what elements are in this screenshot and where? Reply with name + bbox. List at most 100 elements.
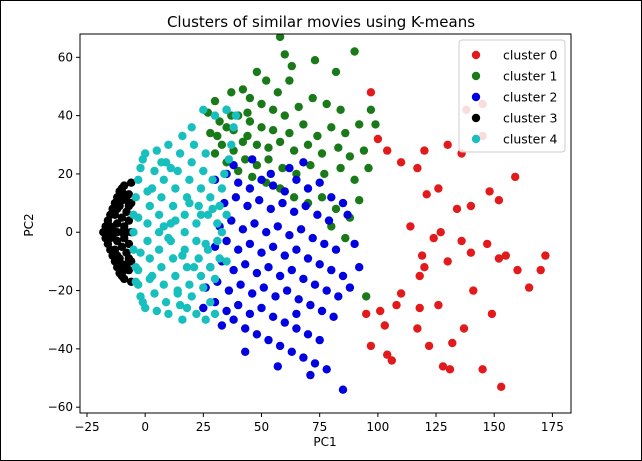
y-tick-label: 40: [58, 109, 73, 123]
data-point: [127, 198, 136, 208]
data-point: [415, 303, 424, 313]
data-point: [257, 99, 266, 109]
data-point: [420, 146, 429, 155]
data-point: [317, 193, 327, 202]
data-point: [331, 245, 341, 254]
data-point: [120, 181, 129, 190]
data-point: [289, 207, 299, 216]
legend-label: cluster 4: [503, 132, 557, 147]
data-point: [313, 210, 322, 219]
data-point: [334, 143, 343, 152]
data-point: [511, 172, 520, 182]
data-point: [317, 306, 327, 316]
data-point: [215, 117, 224, 126]
data-point: [264, 155, 273, 164]
data-point: [303, 330, 313, 339]
data-point: [141, 303, 150, 313]
data-point: [245, 309, 255, 319]
data-point: [287, 347, 296, 356]
data-point: [187, 158, 196, 167]
data-point: [243, 108, 252, 117]
data-point: [434, 300, 443, 310]
x-tick-label: 50: [254, 420, 269, 434]
data-point: [215, 201, 224, 211]
data-point: [362, 309, 371, 319]
data-point: [536, 265, 545, 275]
data-point: [452, 204, 462, 214]
data-point: [217, 184, 227, 193]
data-point: [199, 105, 208, 115]
data-point: [362, 292, 371, 301]
data-point: [457, 236, 466, 246]
data-point: [134, 213, 143, 222]
data-point: [413, 163, 422, 173]
data-point: [387, 356, 396, 365]
data-point: [287, 265, 296, 275]
data-point: [289, 146, 299, 155]
data-point: [152, 146, 161, 155]
data-point: [266, 204, 275, 214]
data-point: [231, 111, 241, 120]
data-point: [238, 137, 248, 147]
data-point: [213, 219, 222, 228]
data-point: [364, 163, 373, 173]
data-point: [229, 161, 238, 170]
x-tick-label: 125: [425, 420, 448, 434]
data-point: [127, 178, 136, 187]
data-point: [122, 207, 131, 216]
data-point: [134, 175, 143, 184]
x-tick-label: −25: [74, 420, 99, 434]
data-point: [483, 239, 492, 249]
data-point: [134, 265, 143, 275]
data-point: [154, 210, 164, 219]
data-point: [331, 67, 341, 77]
data-point: [168, 254, 178, 263]
data-point: [299, 120, 308, 129]
x-axis: −25 0 25 50 75 100 125 150 175: [74, 413, 564, 434]
plot-area: [99, 34, 550, 394]
data-point: [201, 239, 210, 249]
data-point: [422, 190, 431, 199]
x-tick-label: 100: [366, 420, 389, 434]
data-point: [299, 158, 308, 167]
data-point: [322, 99, 331, 109]
data-point: [192, 309, 201, 319]
data-point: [143, 236, 152, 246]
data-point: [120, 274, 129, 284]
data-point: [154, 228, 164, 237]
data-point: [238, 85, 248, 94]
data-point: [485, 187, 494, 196]
data-point: [201, 315, 210, 324]
x-tick-label: 25: [196, 420, 211, 434]
data-point: [273, 88, 282, 97]
data-point: [329, 312, 338, 321]
data-point: [299, 353, 308, 362]
data-point: [308, 93, 317, 103]
data-point: [231, 193, 241, 202]
data-point: [194, 254, 203, 263]
data-point: [327, 193, 336, 202]
data-point: [264, 263, 273, 272]
data-point: [227, 216, 236, 225]
data-point: [306, 370, 315, 380]
data-point: [413, 324, 422, 333]
data-point: [187, 292, 196, 301]
data-point: [192, 219, 201, 228]
data-point: [136, 248, 145, 257]
data-point: [192, 236, 201, 246]
data-point: [366, 341, 376, 351]
data-point: [234, 178, 243, 187]
data-point: [250, 219, 259, 228]
x-tick-label: 150: [483, 420, 506, 434]
data-point: [166, 163, 175, 173]
data-point: [117, 196, 127, 205]
data-point: [310, 56, 320, 65]
y-tick-label: −20: [48, 284, 73, 298]
data-point: [206, 193, 215, 202]
data-point: [268, 242, 278, 251]
data-point: [222, 257, 231, 266]
data-point: [355, 120, 364, 129]
data-point: [264, 335, 273, 345]
data-point: [208, 204, 217, 214]
data-point: [185, 175, 194, 184]
